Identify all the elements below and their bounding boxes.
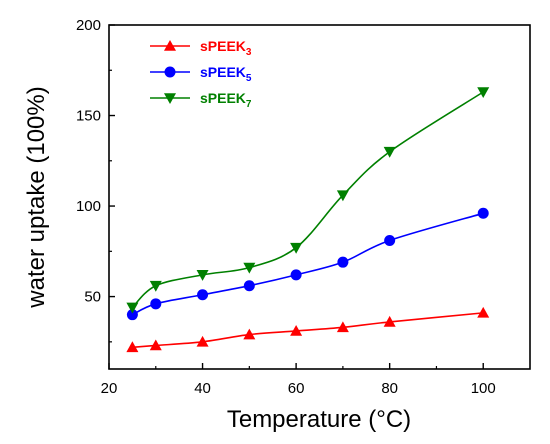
legend-label-name: sPEEK bbox=[200, 38, 246, 54]
y-tick-label: 100 bbox=[76, 198, 101, 215]
legend-label-subscript: 3 bbox=[246, 47, 252, 58]
data-point-speek3 bbox=[149, 339, 162, 351]
y-tick-label: 150 bbox=[76, 108, 101, 125]
y-tick-label: 50 bbox=[84, 289, 101, 306]
axis-ticks bbox=[108, 24, 484, 369]
data-point-speek5 bbox=[337, 256, 349, 268]
plot-markers bbox=[126, 87, 490, 353]
legend-label: sPEEK7 bbox=[200, 90, 252, 110]
data-point-speek7 bbox=[126, 302, 139, 314]
data-point-speek5 bbox=[126, 309, 138, 321]
legend-label-subscript: 7 bbox=[246, 99, 252, 110]
y-axis-title: water uptake (100%) bbox=[23, 86, 50, 308]
data-point-speek5 bbox=[384, 234, 396, 246]
data-point-speek5 bbox=[243, 280, 255, 292]
data-point-speek7 bbox=[196, 270, 209, 281]
legend-marker bbox=[164, 40, 176, 51]
data-point-speek5 bbox=[197, 289, 209, 301]
data-point-speek7 bbox=[243, 262, 256, 274]
x-tick-label: 20 bbox=[101, 380, 118, 397]
legend-marker bbox=[164, 93, 176, 104]
data-point-speek7 bbox=[477, 87, 490, 98]
data-point-speek3 bbox=[336, 321, 349, 333]
series-line-speek7 bbox=[131, 91, 484, 309]
data-point-speek3 bbox=[243, 328, 256, 340]
x-tick-labels: 20 40 60 80 100 bbox=[101, 380, 496, 397]
x-tick-label: 40 bbox=[194, 380, 211, 397]
data-point-speek7 bbox=[149, 280, 162, 292]
data-point-speek5 bbox=[477, 207, 489, 219]
x-tick-label: 60 bbox=[288, 380, 305, 397]
data-point-speek5 bbox=[150, 298, 162, 310]
legend-label-name: sPEEK bbox=[200, 64, 246, 80]
x-tick-label: 80 bbox=[381, 380, 398, 397]
x-axis-title: Temperature (°C) bbox=[227, 406, 411, 433]
data-point-speek3 bbox=[196, 335, 209, 347]
data-point-speek7 bbox=[290, 242, 303, 254]
y-tick-labels: 50 100 150 200 bbox=[76, 17, 101, 306]
data-point-speek3 bbox=[383, 315, 396, 327]
data-point-speek3 bbox=[290, 324, 303, 336]
legend-marker bbox=[164, 66, 176, 78]
y-tick-label: 200 bbox=[76, 17, 101, 34]
legend-label: sPEEK5 bbox=[200, 64, 252, 84]
series-line-speek5 bbox=[132, 212, 484, 316]
data-point-speek7 bbox=[383, 146, 396, 158]
legend-label: sPEEK3 bbox=[200, 38, 252, 58]
data-point-speek3 bbox=[126, 341, 139, 353]
legend-label-subscript: 5 bbox=[246, 73, 252, 84]
data-point-speek5 bbox=[290, 269, 302, 281]
x-tick-label: 100 bbox=[471, 380, 496, 397]
legend-label-name: sPEEK bbox=[200, 90, 246, 106]
data-point-speek3 bbox=[477, 306, 490, 318]
plot-frame bbox=[108, 24, 531, 370]
series-line-speek3 bbox=[132, 312, 484, 349]
data-point-speek7 bbox=[336, 190, 349, 202]
plot-lines bbox=[131, 91, 484, 349]
